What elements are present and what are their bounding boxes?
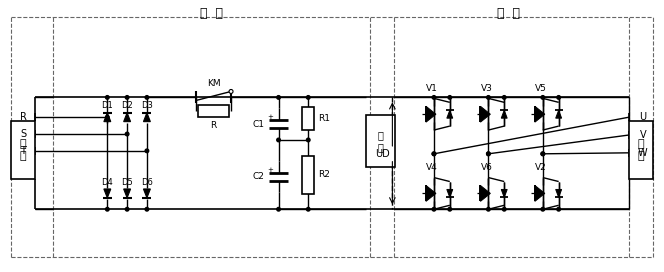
Circle shape — [145, 208, 149, 211]
Circle shape — [503, 208, 506, 211]
Polygon shape — [426, 186, 436, 201]
Polygon shape — [143, 189, 150, 198]
Circle shape — [432, 152, 436, 156]
Circle shape — [106, 115, 109, 119]
Bar — [302, 107, 314, 130]
Text: D5: D5 — [122, 178, 133, 187]
Circle shape — [277, 96, 280, 99]
Circle shape — [125, 132, 129, 136]
Text: 交
流: 交 流 — [20, 139, 27, 161]
Circle shape — [541, 152, 544, 156]
Text: +: + — [268, 167, 274, 173]
Text: U: U — [639, 112, 646, 122]
Circle shape — [487, 208, 490, 211]
Circle shape — [277, 138, 280, 142]
Text: KM: KM — [207, 79, 220, 88]
Text: V: V — [639, 130, 646, 140]
Circle shape — [541, 208, 544, 211]
Text: 逆  变: 逆 变 — [497, 7, 520, 20]
Bar — [629, 121, 653, 178]
Polygon shape — [481, 106, 491, 122]
Polygon shape — [501, 190, 507, 197]
Text: D6: D6 — [141, 178, 153, 187]
Circle shape — [307, 138, 310, 142]
Circle shape — [145, 96, 149, 99]
Polygon shape — [556, 110, 562, 118]
Circle shape — [448, 96, 452, 99]
Text: C1: C1 — [253, 120, 265, 129]
Text: V5: V5 — [535, 84, 546, 93]
Text: R: R — [210, 120, 217, 130]
Text: 直
流: 直 流 — [378, 130, 383, 152]
Text: D1: D1 — [102, 101, 113, 110]
Text: R: R — [20, 112, 27, 122]
Circle shape — [541, 96, 544, 99]
Polygon shape — [535, 106, 544, 122]
Text: T: T — [20, 146, 26, 156]
Text: 整  流: 整 流 — [200, 7, 222, 20]
Circle shape — [432, 96, 436, 99]
Polygon shape — [481, 186, 491, 201]
Circle shape — [487, 152, 490, 156]
Text: V6: V6 — [481, 163, 492, 172]
Bar — [11, 121, 35, 178]
Bar — [199, 105, 229, 117]
Circle shape — [229, 89, 233, 94]
Text: UD: UD — [375, 149, 390, 159]
Polygon shape — [501, 110, 507, 118]
Text: V1: V1 — [426, 84, 438, 93]
Circle shape — [448, 208, 452, 211]
Circle shape — [145, 149, 149, 153]
Circle shape — [307, 96, 310, 99]
Circle shape — [557, 208, 560, 211]
Circle shape — [432, 152, 436, 156]
Text: C2: C2 — [253, 172, 265, 181]
Text: V3: V3 — [481, 84, 492, 93]
Text: 交
流: 交 流 — [637, 139, 644, 161]
Polygon shape — [426, 106, 436, 122]
Circle shape — [487, 152, 490, 156]
Circle shape — [557, 96, 560, 99]
Polygon shape — [124, 113, 131, 122]
Text: V2: V2 — [535, 163, 546, 172]
Text: R2: R2 — [318, 170, 330, 179]
Polygon shape — [124, 189, 131, 198]
Circle shape — [432, 208, 436, 211]
Circle shape — [503, 96, 506, 99]
Circle shape — [125, 208, 129, 211]
Polygon shape — [447, 190, 453, 197]
Bar — [366, 115, 395, 167]
Polygon shape — [556, 190, 562, 197]
Circle shape — [541, 152, 544, 156]
Polygon shape — [535, 186, 544, 201]
Circle shape — [125, 96, 129, 99]
Polygon shape — [104, 189, 111, 198]
Text: D3: D3 — [141, 101, 153, 110]
Text: W: W — [638, 148, 647, 158]
Circle shape — [106, 96, 109, 99]
Polygon shape — [104, 113, 111, 122]
Text: +: + — [268, 114, 274, 120]
Circle shape — [106, 208, 109, 211]
Text: D4: D4 — [102, 178, 113, 187]
Bar — [302, 156, 314, 194]
Circle shape — [307, 208, 310, 211]
Polygon shape — [447, 110, 453, 118]
Circle shape — [487, 96, 490, 99]
Text: V4: V4 — [426, 163, 438, 172]
Circle shape — [277, 208, 280, 211]
Text: S: S — [20, 129, 27, 139]
Text: R1: R1 — [318, 114, 330, 123]
Text: D2: D2 — [122, 101, 133, 110]
Polygon shape — [143, 113, 150, 122]
